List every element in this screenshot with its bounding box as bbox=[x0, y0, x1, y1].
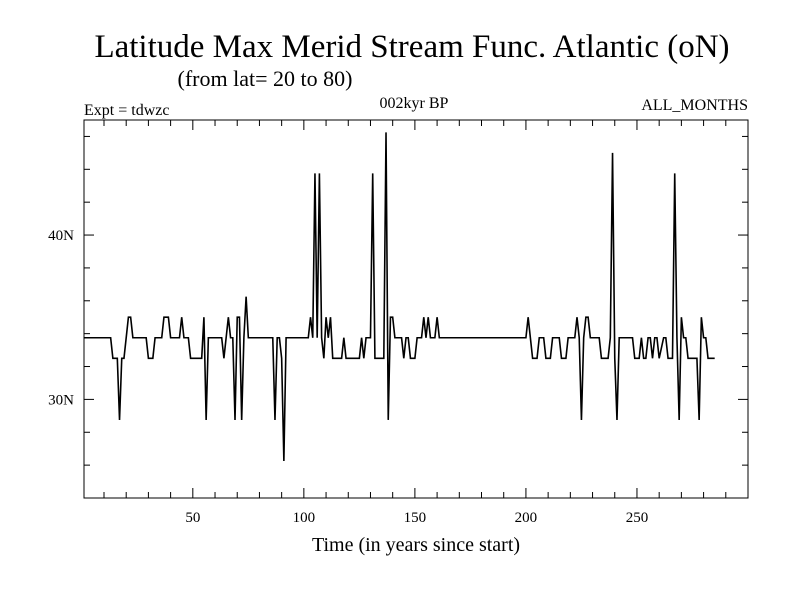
chart-title: Latitude Max Merid Stream Func. Atlantic… bbox=[94, 29, 729, 65]
x-tick-label: 200 bbox=[515, 510, 538, 526]
months-label: ALL_MONTHS bbox=[641, 97, 748, 114]
experiment-label: Expt = tdwzc bbox=[84, 102, 169, 119]
period-label: 002kyr BP bbox=[380, 95, 449, 112]
axis-ticks bbox=[84, 120, 748, 498]
chart-subtitle: (from lat= 20 to 80) bbox=[178, 66, 353, 91]
x-axis-label: Time (in years since start) bbox=[312, 534, 520, 556]
x-tick-label: 50 bbox=[185, 510, 200, 526]
plot-frame bbox=[83, 119, 749, 499]
axis-tick-labels: 50 100 150 200 250 30N 40N bbox=[48, 228, 648, 526]
y-tick-label: 30N bbox=[48, 392, 74, 408]
y-tick-label: 40N bbox=[48, 228, 74, 244]
x-tick-label: 250 bbox=[626, 510, 649, 526]
x-tick-label: 150 bbox=[404, 510, 427, 526]
series-line bbox=[84, 132, 715, 462]
x-tick-label: 100 bbox=[293, 510, 316, 526]
